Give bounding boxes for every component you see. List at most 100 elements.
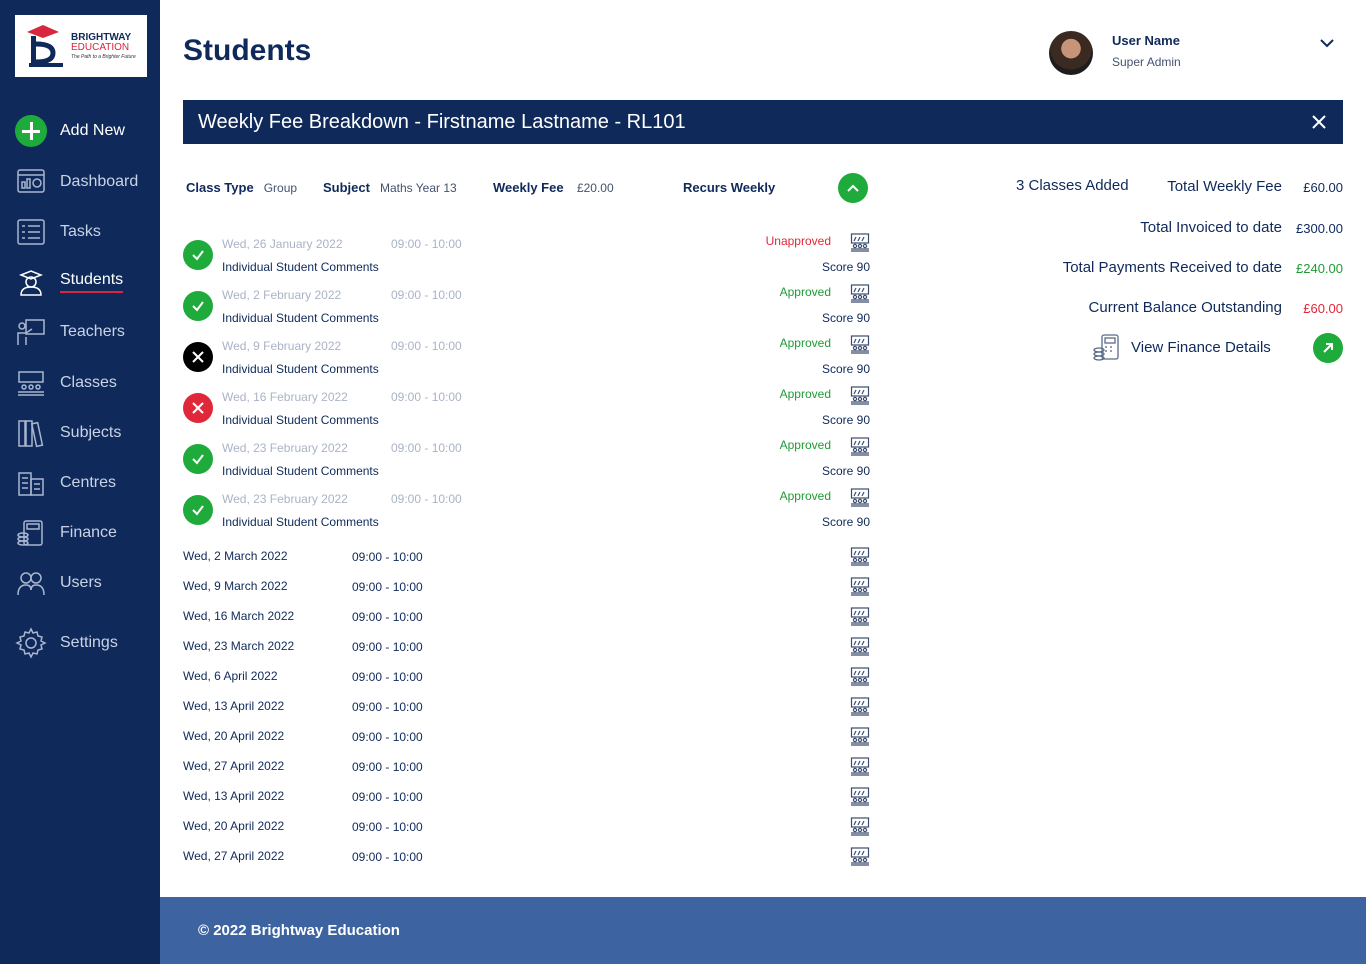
class-icon[interactable] (850, 816, 870, 836)
cross-icon[interactable] (183, 393, 213, 423)
sidebar-item-dashboard[interactable]: Dashboard (0, 162, 160, 202)
sidebar-item-settings[interactable]: Settings (0, 623, 160, 663)
finance-icon (14, 516, 48, 550)
session-comments-link[interactable]: Individual Student Comments (222, 260, 379, 274)
class-icon[interactable] (850, 696, 870, 716)
session-time: 09:00 - 10:00 (352, 610, 423, 624)
session-time: 09:00 - 10:00 (391, 237, 462, 251)
class-icon[interactable] (850, 666, 870, 686)
session-date: Wed, 20 April 2022 (183, 729, 285, 743)
approval-status: Unapproved (765, 234, 831, 248)
session-time: 09:00 - 10:00 (352, 550, 423, 564)
subject-value: Maths Year 13 (379, 181, 457, 195)
session-time: 09:00 - 10:00 (352, 760, 423, 774)
sidebar-item-centres[interactable]: Centres (0, 463, 160, 503)
session-time: 09:00 - 10:00 (352, 820, 423, 834)
recurs: Recurs Weekly (683, 180, 775, 195)
check-icon[interactable] (183, 444, 213, 474)
session-comments-link[interactable]: Individual Student Comments (222, 311, 379, 325)
class-icon[interactable] (850, 283, 870, 303)
upcoming-row: Wed, 2 March 2022 09:00 - 10:00 (183, 546, 873, 571)
class-icon[interactable] (850, 546, 870, 566)
session-date: Wed, 23 March 2022 (183, 639, 295, 653)
sidebar-item-finance[interactable]: Finance (0, 513, 160, 553)
sidebar-item-tasks[interactable]: Tasks (0, 212, 160, 252)
cross-icon[interactable] (183, 342, 213, 372)
class-icon[interactable] (850, 846, 870, 866)
classes-added: 3 Classes Added (1016, 177, 1129, 194)
user-name[interactable]: User Name (1112, 33, 1180, 48)
students-icon (14, 265, 48, 299)
approval-status: Approved (779, 489, 831, 503)
settings-icon (14, 626, 48, 660)
session-score: Score 90 (821, 311, 870, 325)
class-icon[interactable] (850, 436, 870, 456)
sidebar-item-subjects[interactable]: Subjects (0, 413, 160, 453)
class-icon[interactable] (850, 786, 870, 806)
weekly-fee-value: £20.00 (576, 181, 614, 195)
sidebar-label: Users (60, 574, 102, 591)
brand-logo[interactable]: BRIGHTWAY EDUCATION The Path to a Bright… (15, 15, 147, 77)
class-icon[interactable] (850, 385, 870, 405)
class-icon[interactable] (850, 606, 870, 626)
class-icon[interactable] (850, 636, 870, 656)
upcoming-row: Wed, 23 March 2022 09:00 - 10:00 (183, 636, 873, 661)
sidebar-item-classes[interactable]: Classes (0, 363, 160, 403)
session-comments-link[interactable]: Individual Student Comments (222, 413, 379, 427)
balance-label: Current Balance Outstanding (1088, 299, 1282, 316)
session-comments-link[interactable]: Individual Student Comments (222, 515, 379, 529)
balance-value: £60.00 (1303, 301, 1343, 316)
class-icon[interactable] (850, 576, 870, 596)
sidebar-label: Dashboard (60, 173, 139, 190)
subjects-icon (14, 416, 48, 450)
session-time: 09:00 - 10:00 (391, 339, 462, 353)
classes-icon (14, 366, 48, 400)
class-icon[interactable] (850, 756, 870, 776)
session-row: Wed, 26 January 2022 09:00 - 10:00 Individ… (183, 233, 873, 285)
session-row: Wed, 23 February 2022 09:00 - 10:00 Indivi… (183, 437, 873, 489)
finance-details-icon (1092, 333, 1120, 363)
class-type-value: Group (263, 181, 298, 195)
class-icon[interactable] (850, 334, 870, 354)
upcoming-row: Wed, 27 April 2022 09:00 - 10:00 (183, 756, 873, 781)
session-score: Score 90 (821, 515, 870, 529)
view-finance-button[interactable] (1313, 333, 1343, 363)
session-score: Score 90 (821, 260, 870, 274)
centres-icon (14, 466, 48, 500)
chevron-up-icon (847, 184, 859, 192)
session-comments-link[interactable]: Individual Student Comments (222, 362, 379, 376)
class-icon[interactable] (850, 726, 870, 746)
class-icon[interactable] (850, 487, 870, 507)
upcoming-row: Wed, 13 April 2022 09:00 - 10:00 (183, 786, 873, 811)
brand-line2: EDUCATION (71, 41, 130, 53)
approval-status: Approved (779, 336, 831, 350)
session-date: Wed, 9 February 2022 (222, 339, 342, 353)
total-payments-value: £240.00 (1296, 261, 1343, 276)
session-comments-link[interactable]: Individual Student Comments (222, 464, 379, 478)
teachers-icon (14, 315, 48, 349)
session-row: Wed, 2 February 2022 09:00 - 10:00 Individ… (183, 284, 873, 336)
check-icon[interactable] (183, 240, 213, 270)
sidebar-item-students[interactable]: Students (0, 262, 160, 302)
sidebar-item-teachers[interactable]: Teachers (0, 312, 160, 352)
modal-title: Weekly Fee Breakdown - Firstname Lastnam… (198, 110, 686, 133)
session-date: Wed, 26 January 2022 (222, 237, 343, 251)
weekly-fee: Weekly Fee £20.00 (493, 180, 614, 195)
collapse-button[interactable] (838, 173, 868, 203)
avatar[interactable] (1049, 31, 1093, 75)
subject: Subject Maths Year 13 (323, 180, 457, 195)
session-time: 09:00 - 10:00 (352, 640, 423, 654)
chevron-down-icon[interactable] (1318, 36, 1336, 50)
check-icon[interactable] (183, 291, 213, 321)
class-type-label: Class Type (186, 180, 254, 195)
view-finance-details-link[interactable]: View Finance Details (1131, 339, 1271, 356)
sidebar-item-users[interactable]: Users (0, 563, 160, 603)
dashboard-icon (14, 165, 48, 199)
close-icon[interactable] (1309, 112, 1329, 132)
check-icon[interactable] (183, 495, 213, 525)
brand-tagline: The Path to a Brighter Future (71, 53, 136, 60)
add-new-button[interactable]: Add New (0, 111, 160, 151)
sidebar-label: Subjects (60, 424, 122, 441)
class-icon[interactable] (850, 232, 870, 252)
session-time: 09:00 - 10:00 (391, 441, 462, 455)
